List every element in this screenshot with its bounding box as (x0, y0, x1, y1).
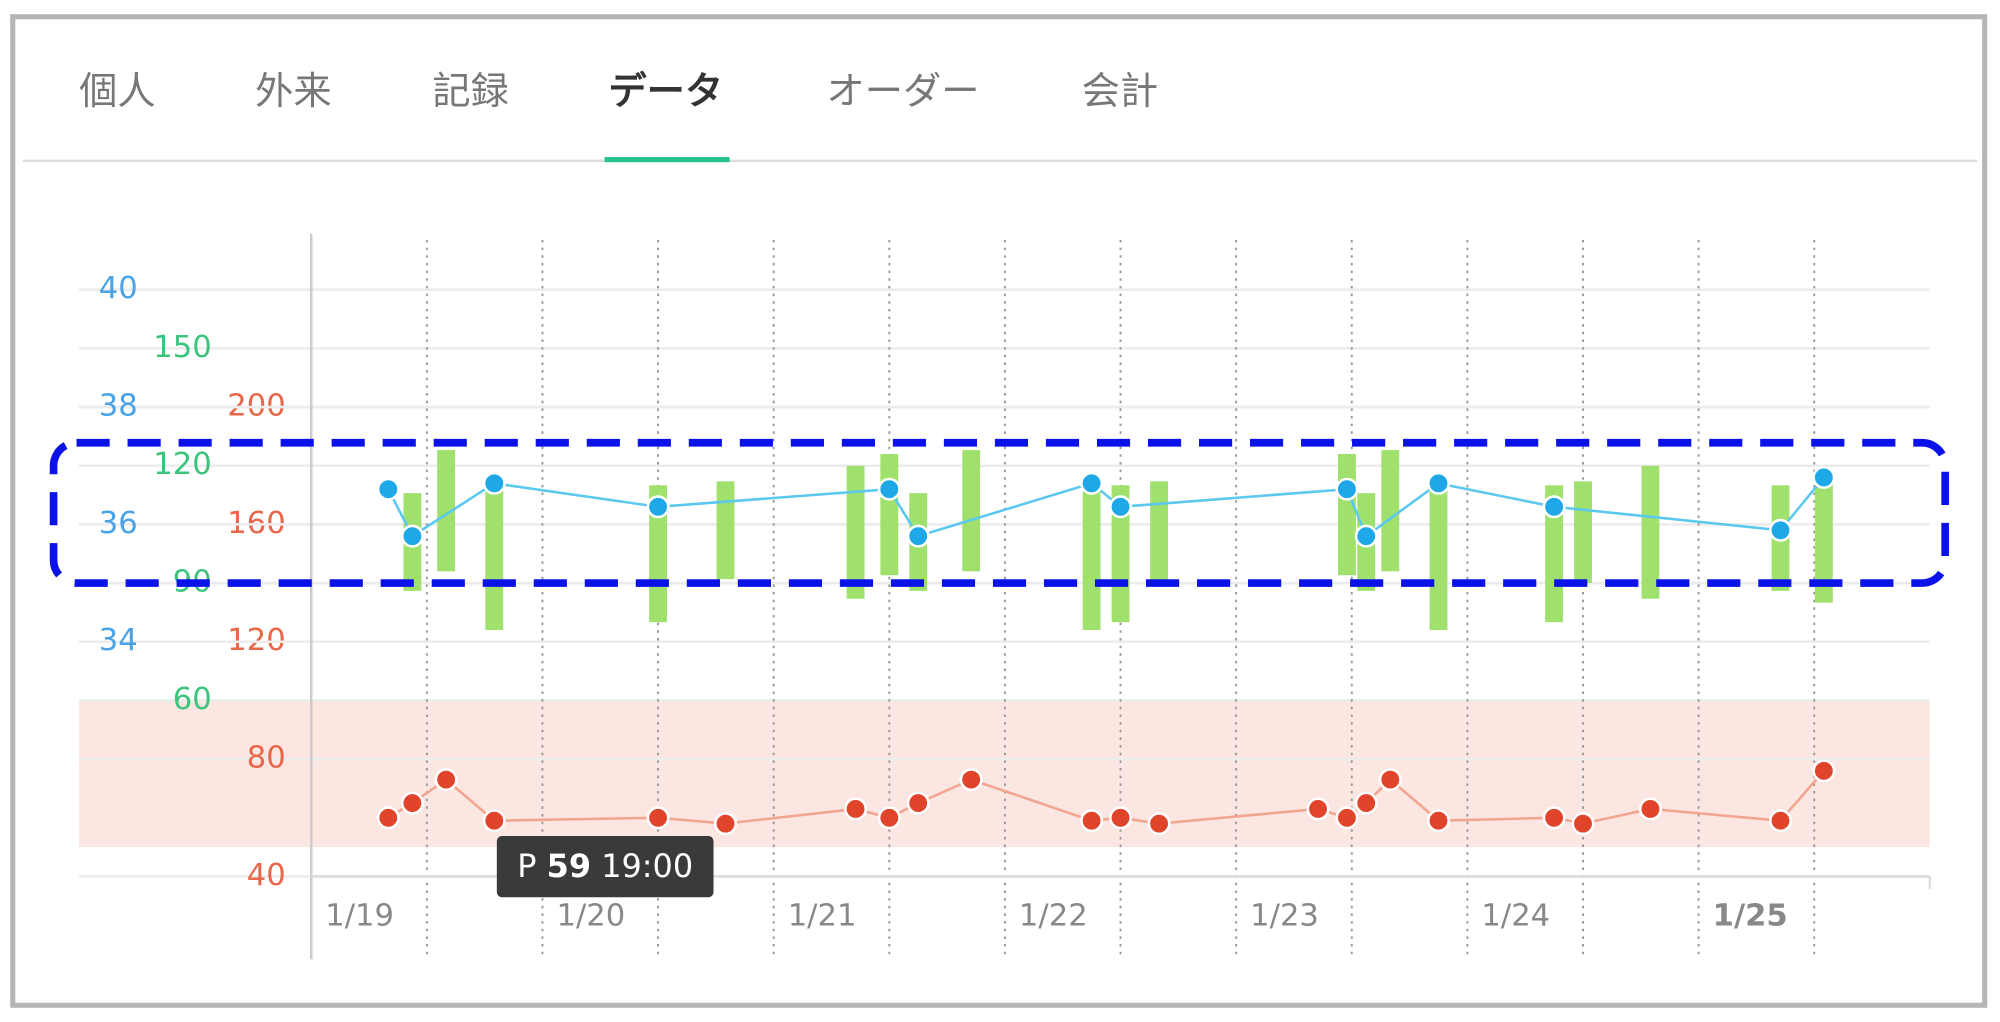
bp-bar (1574, 481, 1592, 584)
tooltip-box (496, 836, 714, 898)
y3-tick-label: 60 (173, 682, 212, 717)
y2-tick-label: 34 (99, 623, 138, 658)
bp-bar (716, 481, 735, 580)
x-tick-label: 1/25 (1713, 899, 1788, 934)
series-point[interactable] (1354, 524, 1378, 548)
series-point[interactable] (376, 477, 400, 501)
series-point[interactable] (877, 806, 901, 830)
x-tick-label: 1/20 (556, 899, 625, 934)
bp-bar (1338, 453, 1356, 576)
series-point[interactable] (1080, 471, 1104, 495)
series-point[interactable] (1542, 806, 1566, 830)
series-point[interactable] (1335, 477, 1359, 501)
series-point[interactable] (959, 768, 983, 792)
series-point[interactable] (1306, 797, 1330, 821)
bp-bar (485, 481, 504, 631)
bp-bar (1082, 481, 1101, 631)
series-point[interactable] (1109, 806, 1133, 830)
y-tick-label: 80 (247, 741, 286, 776)
x-tick-label: 1/22 (1019, 899, 1088, 934)
y2-tick-label: 38 (99, 389, 138, 424)
tooltip-time: 19:00 (601, 847, 693, 885)
bp-bar (962, 450, 981, 572)
series-point[interactable] (1147, 812, 1171, 836)
series-point[interactable] (434, 768, 458, 792)
bp-bar (1429, 481, 1448, 631)
series-point[interactable] (482, 471, 506, 495)
series-point[interactable] (1542, 495, 1566, 519)
bp-bar (846, 465, 865, 599)
y3-tick-label: 150 (153, 330, 211, 365)
bp-bar (1545, 485, 1564, 623)
series-point[interactable] (1426, 471, 1450, 495)
series-point[interactable] (1335, 806, 1359, 830)
bp-bar (1641, 465, 1660, 599)
tab[interactable]: 記録 (432, 69, 508, 114)
series-point[interactable] (906, 791, 930, 815)
series-point[interactable] (482, 809, 506, 833)
tooltip-value: 59 (547, 847, 591, 885)
bp-bar (1150, 481, 1169, 584)
series-point[interactable] (376, 806, 400, 830)
series-point[interactable] (1638, 797, 1662, 821)
y3-tick-label: 120 (153, 447, 211, 482)
series-point[interactable] (1354, 791, 1378, 815)
series-point[interactable] (1812, 759, 1836, 783)
bp-bar (1814, 477, 1833, 603)
series-point[interactable] (1080, 809, 1104, 833)
series-point[interactable] (1571, 812, 1595, 836)
active-tab-indicator (604, 157, 730, 163)
tab-bar: 個人 外来 記録 データ オーダー 会計 (79, 69, 1158, 114)
tab[interactable]: データ (608, 69, 723, 114)
series-line (387, 476, 1825, 539)
bp-bar (880, 453, 899, 576)
series-point[interactable] (1769, 518, 1792, 542)
tab[interactable]: 外来 (255, 69, 331, 114)
series-point[interactable] (1109, 495, 1133, 519)
bp-bar (1381, 450, 1400, 572)
series-point[interactable] (1812, 465, 1836, 489)
tooltip-label: P (517, 847, 536, 885)
x-tick-label: 1/19 (325, 899, 394, 934)
tab[interactable]: 会計 (1082, 69, 1159, 114)
x-tick-label: 1/23 (1250, 899, 1319, 934)
series-point[interactable] (844, 797, 868, 821)
series-point[interactable] (1769, 809, 1792, 833)
bp-bar (437, 450, 456, 572)
y2-tick-label: 40 (99, 271, 138, 306)
tooltip: P 59 19:00 (496, 836, 714, 898)
series-point[interactable] (1426, 809, 1450, 833)
series-point[interactable] (646, 806, 670, 830)
series-point[interactable] (646, 495, 670, 519)
bp-bar (1111, 485, 1130, 623)
tab[interactable]: 個人 (79, 69, 155, 114)
series-point[interactable] (714, 812, 737, 836)
series-point[interactable] (400, 524, 424, 548)
y2-tick-label: 36 (99, 506, 138, 541)
x-tick-label: 1/24 (1481, 899, 1550, 934)
tooltip-text: P 59 19:00 (517, 847, 693, 885)
tab[interactable]: オーダー (827, 69, 980, 114)
series-point[interactable] (1378, 768, 1402, 792)
highlight-box (49, 438, 1949, 587)
series-point[interactable] (400, 791, 424, 815)
bp-bar (649, 485, 668, 623)
x-tick-label: 1/21 (788, 899, 857, 934)
series-point[interactable] (877, 477, 901, 501)
y-tick-label: 40 (247, 858, 286, 893)
series-point[interactable] (906, 524, 930, 548)
